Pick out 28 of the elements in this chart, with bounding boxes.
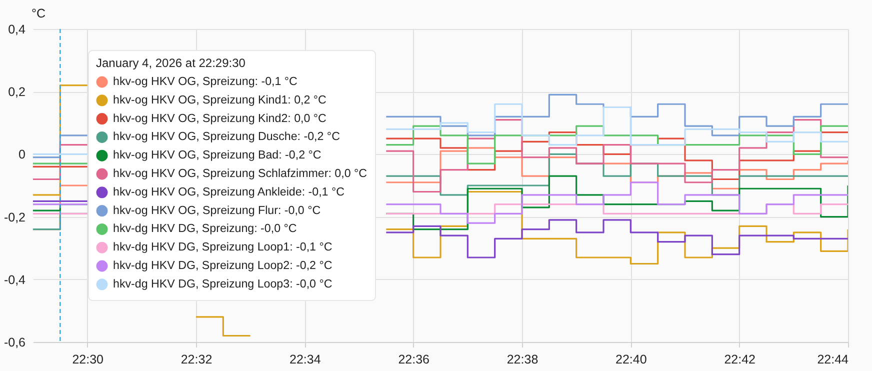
y-tick-label: 0 [18, 148, 26, 162]
y-tick-label: 0,2 [8, 85, 26, 100]
legend-title: January 4, 2026 at 22:29:30 [96, 56, 246, 70]
legend-label: hkv-og HKV OG, Spreizung: -0,1 °C [113, 75, 298, 88]
legend-label: hkv-og HKV OG, Spreizung Bad: -0,2 °C [113, 148, 322, 162]
y-tick-label: 0,4 [8, 22, 26, 36]
x-tick-label: 22:40 [616, 352, 647, 366]
x-tick-label: 22:30 [72, 352, 104, 366]
x-tick-label: 22:42 [724, 352, 756, 366]
legend-label: hkv-og HKV OG, Spreizung Dusche: -0,2 °C [113, 130, 340, 144]
x-tick-label: 22:38 [506, 352, 538, 366]
y-tick-label: -0,2 [4, 210, 26, 224]
legend-label: hkv-dg HKV DG, Spreizung Loop1: -0,1 °C [113, 240, 332, 254]
x-tick-label: 22:44 [817, 352, 849, 366]
x-tick-label: 22:34 [290, 352, 321, 366]
legend-label: hkv-dg HKV DG, Spreizung: -0,0 °C [113, 222, 297, 236]
legend-label: hkv-og HKV OG, Spreizung Kind1: 0,2 °C [113, 93, 326, 106]
y-tick-label: -0,6 [4, 336, 26, 350]
legend-label: hkv-dg HKV DG, Spreizung Loop2: -0,2 °C [113, 259, 332, 272]
y-tick-label: -0,4 [4, 272, 26, 287]
legend-label: hkv-og HKV OG, Spreizung Schlafzimmer: 0,0 °C [113, 167, 367, 180]
legend-label: hkv-og HKV OG, Spreizung Ankleide: -0,1 °C [113, 185, 344, 198]
y-axis-title: °C [32, 6, 46, 20]
x-tick-label: 22:36 [398, 352, 430, 366]
legend-label: hkv-dg HKV DG, Spreizung Loop3: -0,0 °C [113, 277, 332, 290]
x-tick-label: 22:32 [180, 352, 212, 366]
legend-label: hkv-og HKV OG, Spreizung Kind2: 0,0 °C [113, 112, 326, 125]
legend-label: hkv-og HKV OG, Spreizung Flur: -0,0 °C [113, 204, 321, 217]
